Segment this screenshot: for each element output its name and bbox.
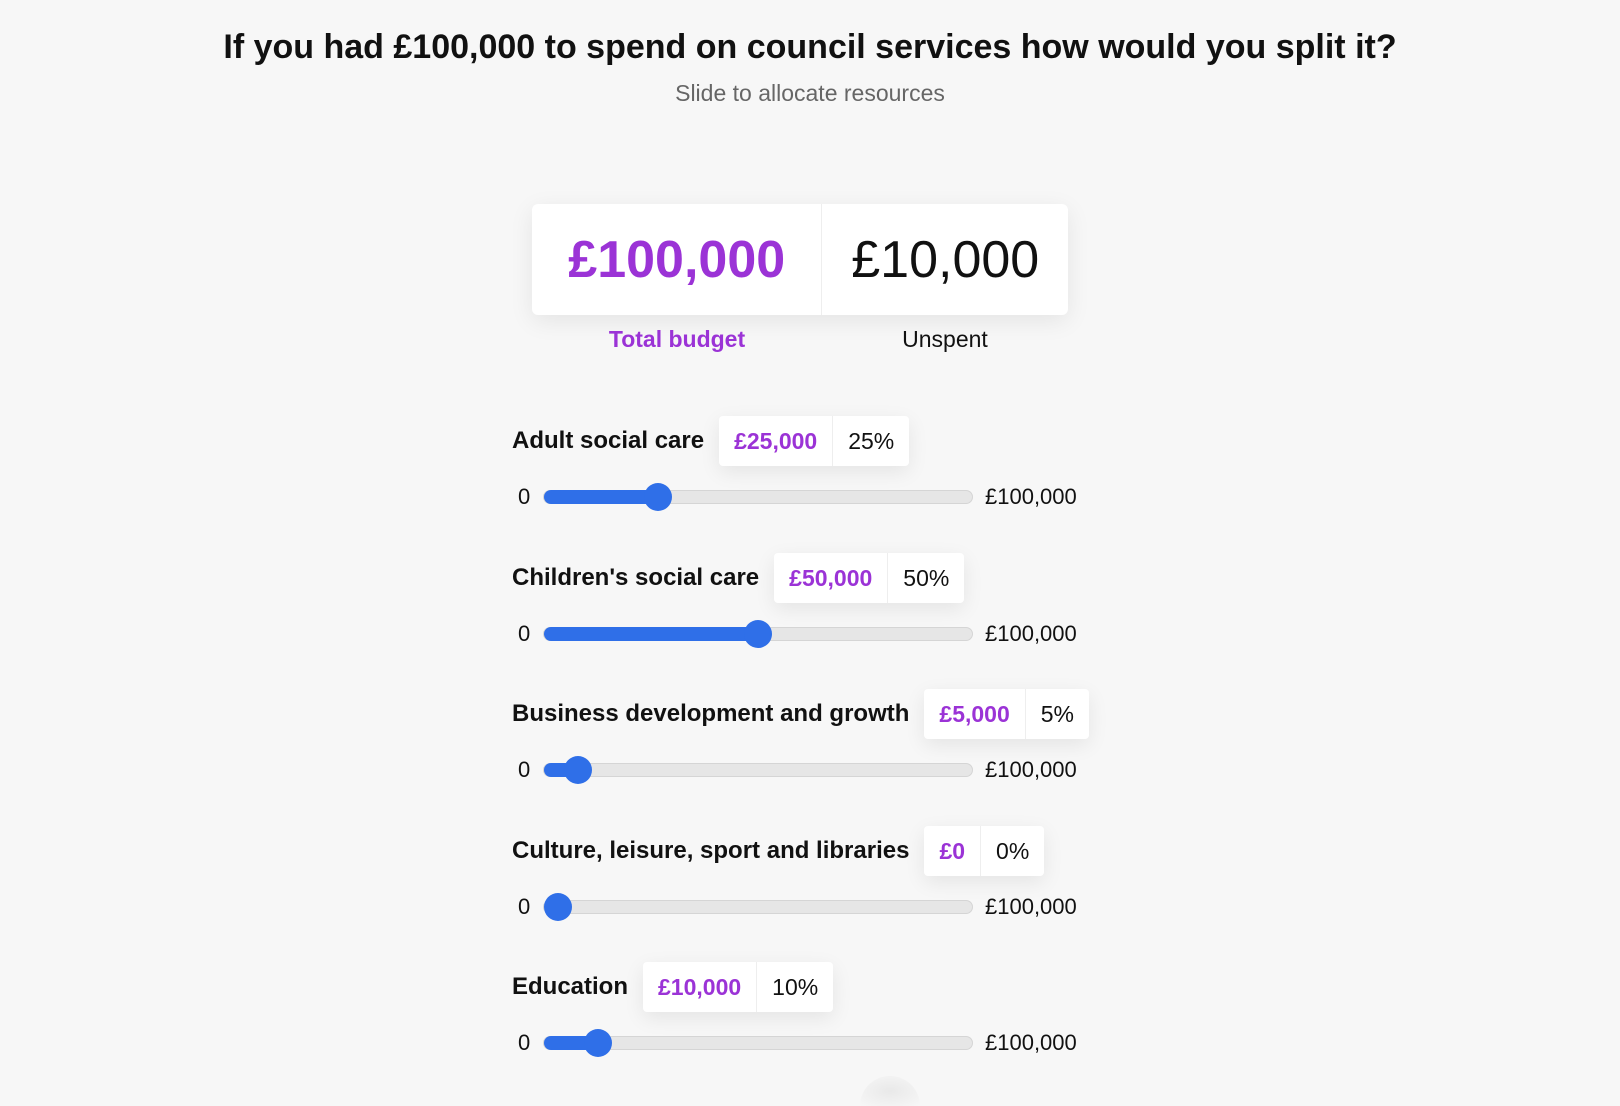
service-header: Business development and growth £5,000 5…: [512, 689, 1090, 739]
budget-summary-card: £100,000 £10,000: [532, 204, 1068, 315]
allocation-box: £25,000 25%: [719, 416, 910, 466]
allocation-percent: 5%: [1040, 700, 1075, 727]
service-childrens-social-care: Children's social care £50,000 50% 0 £10…: [512, 553, 1152, 663]
allocation-amount: £50,000: [774, 553, 889, 603]
slider-fill: [544, 627, 758, 641]
slider-max-label: £100,000: [985, 894, 1077, 919]
unspent-label: Unspent: [902, 326, 988, 352]
allocation-slider[interactable]: [543, 893, 973, 921]
slider-fill: [544, 490, 658, 504]
allocation-box: £0 0%: [924, 826, 1045, 876]
allocation-slider[interactable]: [543, 483, 973, 511]
slider-thumb[interactable]: [564, 756, 592, 784]
slider-thumb[interactable]: [544, 893, 572, 921]
service-header: Children's social care £50,000 50%: [512, 553, 965, 603]
slider-max-label: £100,000: [985, 1030, 1077, 1055]
allocation-percent: 50%: [903, 564, 950, 591]
allocation-amount: £0: [924, 826, 982, 876]
slider-row: 0 £100,000: [512, 1028, 1152, 1058]
page-subtitle: Slide to allocate resources: [675, 80, 945, 106]
total-budget-label: Total budget: [608, 326, 746, 352]
allocation-box: £5,000 5%: [924, 689, 1090, 739]
allocation-amount: £5,000: [924, 689, 1026, 739]
allocation-percent: 10%: [772, 973, 819, 1000]
service-education: Education £10,000 10% 0 £100,000: [512, 962, 1152, 1072]
slider-min-label: 0: [518, 894, 531, 919]
service-name: Culture, leisure, sport and libraries: [512, 837, 910, 864]
slider-row: 0 £100,000: [512, 482, 1152, 512]
service-name: Business development and growth: [512, 700, 910, 727]
slider-min-label: 0: [518, 1030, 531, 1055]
slider-row: 0 £100,000: [512, 892, 1152, 922]
allocation-box: £50,000 50%: [774, 553, 965, 603]
service-header: Education £10,000 10%: [512, 962, 834, 1012]
allocation-percent: 25%: [848, 427, 895, 454]
service-name: Education: [512, 973, 629, 1000]
allocation-amount: £10,000: [643, 962, 758, 1012]
page-title: If you had £100,000 to spend on council …: [223, 28, 1397, 66]
service-header: Culture, leisure, sport and libraries £0…: [512, 826, 1045, 876]
service-name: Children's social care: [512, 564, 760, 591]
slider-row: 0 £100,000: [512, 619, 1152, 649]
slider-row: 0 £100,000: [512, 755, 1152, 785]
service-adult-social-care: Adult social care £25,000 25% 0 £100,000: [512, 416, 1152, 526]
service-name: Adult social care: [512, 427, 705, 454]
service-business-development: Business development and growth £5,000 5…: [512, 689, 1152, 799]
allocation-slider[interactable]: [543, 620, 973, 648]
total-budget-value: £100,000: [532, 204, 823, 315]
slider-min-label: 0: [518, 757, 531, 782]
allocation-slider[interactable]: [543, 756, 973, 784]
next-item-shadow: [860, 1076, 920, 1106]
slider-max-label: £100,000: [985, 484, 1077, 509]
unspent-value: £10,000: [851, 230, 1040, 289]
slider-thumb[interactable]: [644, 483, 672, 511]
slider-min-label: 0: [518, 484, 531, 509]
slider-max-label: £100,000: [985, 757, 1077, 782]
allocation-amount: £25,000: [719, 416, 834, 466]
slider-max-label: £100,000: [985, 621, 1077, 646]
slider-thumb[interactable]: [744, 620, 772, 648]
slider-min-label: 0: [518, 621, 531, 646]
allocation-percent: 0%: [996, 837, 1030, 864]
service-culture-leisure: Culture, leisure, sport and libraries £0…: [512, 826, 1152, 936]
allocation-box: £10,000 10%: [643, 962, 834, 1012]
allocation-slider[interactable]: [543, 1029, 973, 1057]
slider-thumb[interactable]: [584, 1029, 612, 1057]
service-header: Adult social care £25,000 25%: [512, 416, 910, 466]
